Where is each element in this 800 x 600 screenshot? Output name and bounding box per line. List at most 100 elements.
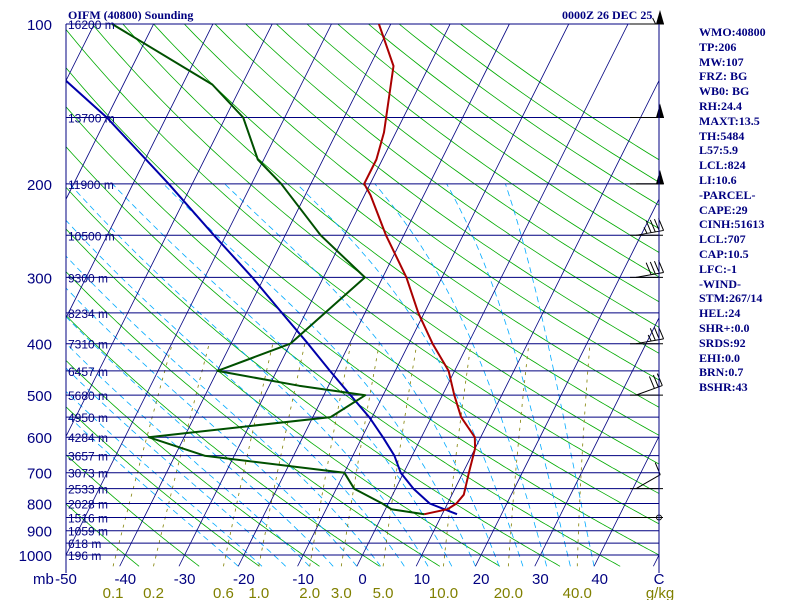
index-line: EHI:0.0 bbox=[699, 350, 741, 365]
index-line: HEL:24 bbox=[699, 306, 741, 321]
height-label: 13700 m bbox=[68, 112, 115, 126]
pressure-label: 600 bbox=[27, 430, 52, 447]
moist-adiabat bbox=[66, 367, 286, 567]
isotherm bbox=[0, 12, 41, 566]
index-line: MW:107 bbox=[699, 54, 744, 69]
moist-adiabats bbox=[66, 183, 595, 567]
moist-adiabat bbox=[112, 183, 453, 567]
height-label: 10500 m bbox=[68, 229, 115, 243]
isotherm bbox=[237, 24, 510, 567]
height-label: 11900 m bbox=[68, 178, 114, 192]
moist-adiabat bbox=[66, 219, 405, 567]
mixing-ratio-line bbox=[223, 343, 274, 567]
height-label: 196 m bbox=[68, 549, 101, 563]
plot-background bbox=[66, 24, 659, 573]
temperature-tick-label: 40 bbox=[591, 571, 608, 588]
dry-adiabat bbox=[66, 406, 260, 567]
isotherm bbox=[66, 24, 155, 201]
mixing-ratio-line bbox=[443, 343, 472, 567]
dry-adiabat bbox=[66, 503, 140, 567]
parcel-trace bbox=[66, 79, 458, 516]
temperature-tick-label: -20 bbox=[233, 571, 255, 588]
mixing-ratio-tick-label: g/kg bbox=[646, 585, 674, 600]
mixing-ratio-lines bbox=[112, 343, 591, 567]
index-line: LCL:824 bbox=[699, 158, 746, 173]
height-label: 1516 m bbox=[68, 512, 108, 526]
dry-adiabat bbox=[214, 24, 659, 354]
mixing-ratio-line bbox=[153, 343, 210, 567]
temperature-tick-label: -40 bbox=[114, 571, 136, 588]
isotherm bbox=[475, 198, 659, 567]
dry-adiabat bbox=[183, 24, 659, 381]
mixing-ratio-tick-label: 1.0 bbox=[248, 585, 269, 600]
mixing-ratio-labels: 0.1 0.2 0.6 1.0 2.0 3.0 5.0 10.0 20.0 40.0 g/kg bbox=[103, 585, 675, 600]
height-label: 3073 m bbox=[68, 467, 108, 481]
mixing-ratio-tick-label: 20.0 bbox=[494, 585, 523, 600]
dewpoint-trace bbox=[111, 24, 425, 516]
mixing-ratio-line bbox=[340, 343, 380, 567]
dry-adiabat bbox=[66, 186, 561, 567]
isotherm bbox=[119, 24, 392, 567]
height-label: 16200 m bbox=[68, 18, 115, 32]
pressure-labels: 100 200 300 400 500 600 700 800 900 1000 bbox=[19, 17, 52, 565]
mixing-ratio-line bbox=[382, 343, 418, 567]
pressure-label: 800 bbox=[27, 497, 52, 514]
index-line: MAXT:13.5 bbox=[699, 113, 760, 128]
dry-adiabat bbox=[66, 359, 320, 567]
index-line: L57:5.9 bbox=[699, 143, 738, 158]
height-label: 2028 m bbox=[68, 498, 108, 512]
pressure-label: 400 bbox=[27, 337, 52, 354]
index-line: SRDS:92 bbox=[699, 335, 746, 350]
index-line: LCL:707 bbox=[699, 232, 746, 247]
sounding-traces bbox=[66, 24, 477, 516]
height-label: 2533 m bbox=[68, 483, 108, 497]
dry-adiabat bbox=[66, 228, 501, 567]
isotherm bbox=[66, 24, 214, 319]
height-label: 618 m bbox=[68, 537, 101, 551]
temperature-tick-label: 20 bbox=[473, 571, 490, 588]
mixing-ratio-tick-label: 10.0 bbox=[429, 585, 458, 600]
index-line: TP:206 bbox=[699, 39, 737, 54]
index-line: TH:5484 bbox=[699, 128, 745, 143]
index-line: CINH:51613 bbox=[699, 217, 765, 232]
mixing-ratio-tick-label: 0.6 bbox=[213, 585, 234, 600]
pressure-label: 500 bbox=[27, 388, 52, 405]
moist-adiabat bbox=[163, 183, 476, 567]
pressure-unit-label: mb bbox=[33, 571, 54, 588]
mixing-ratio-line bbox=[258, 343, 306, 567]
isotherm bbox=[593, 435, 659, 567]
isotherm bbox=[356, 24, 629, 567]
chart-title: OIFM (40800) Sounding bbox=[68, 8, 194, 22]
mixing-ratio-tick-label: 40.0 bbox=[563, 585, 592, 600]
temperature-labels: -50 -40 -30 -20 -10 0 10 20 30 40 C bbox=[55, 571, 664, 588]
mixing-ratio-tick-label: 2.0 bbox=[299, 585, 320, 600]
mixing-ratio-line bbox=[309, 343, 352, 567]
mixing-ratio-tick-label: 0.1 bbox=[103, 585, 124, 600]
index-line: STM:267/14 bbox=[699, 291, 763, 306]
pressure-label: 200 bbox=[27, 177, 52, 194]
mixing-ratio-tick-label: 0.2 bbox=[143, 585, 164, 600]
height-label: 4950 m bbox=[68, 411, 108, 425]
pressure-label: 700 bbox=[27, 466, 52, 483]
mixing-ratio-tick-label: 5.0 bbox=[373, 585, 394, 600]
isobars bbox=[66, 23, 659, 556]
index-line: SHR+:0.0 bbox=[699, 320, 750, 335]
moist-adiabat bbox=[66, 287, 358, 567]
pressure-label: 1000 bbox=[19, 548, 52, 565]
index-line: -PARCEL- bbox=[699, 187, 756, 202]
height-label: 9300 m bbox=[68, 271, 108, 285]
moist-adiabat bbox=[224, 183, 500, 567]
mixing-ratio-tick-label: 3.0 bbox=[331, 585, 352, 600]
temperature-tick-label: 0 bbox=[358, 571, 366, 588]
moist-adiabat bbox=[505, 183, 595, 567]
moist-adiabat bbox=[296, 183, 524, 567]
height-label: 6457 m bbox=[68, 365, 108, 379]
pressure-label: 100 bbox=[27, 17, 52, 34]
index-line: LI:10.6 bbox=[699, 172, 737, 187]
isotherm bbox=[534, 316, 659, 567]
index-line: CAP:10.5 bbox=[699, 246, 749, 261]
temperature-trace bbox=[363, 24, 477, 516]
height-label: 3657 m bbox=[68, 450, 108, 464]
moist-adiabat bbox=[374, 183, 547, 567]
